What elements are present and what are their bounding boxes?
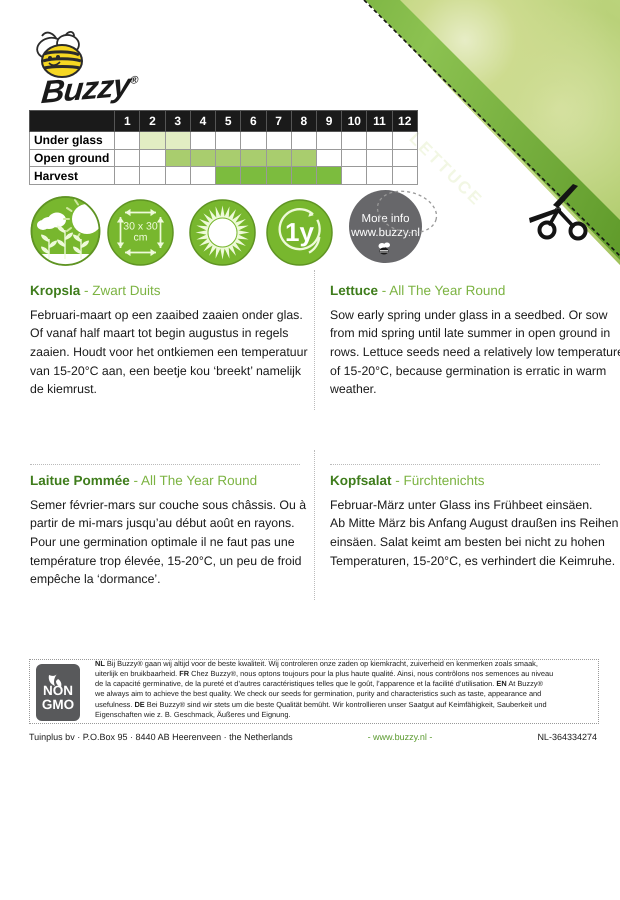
svg-text:More info: More info	[362, 213, 410, 225]
svg-text:cm: cm	[134, 232, 148, 244]
